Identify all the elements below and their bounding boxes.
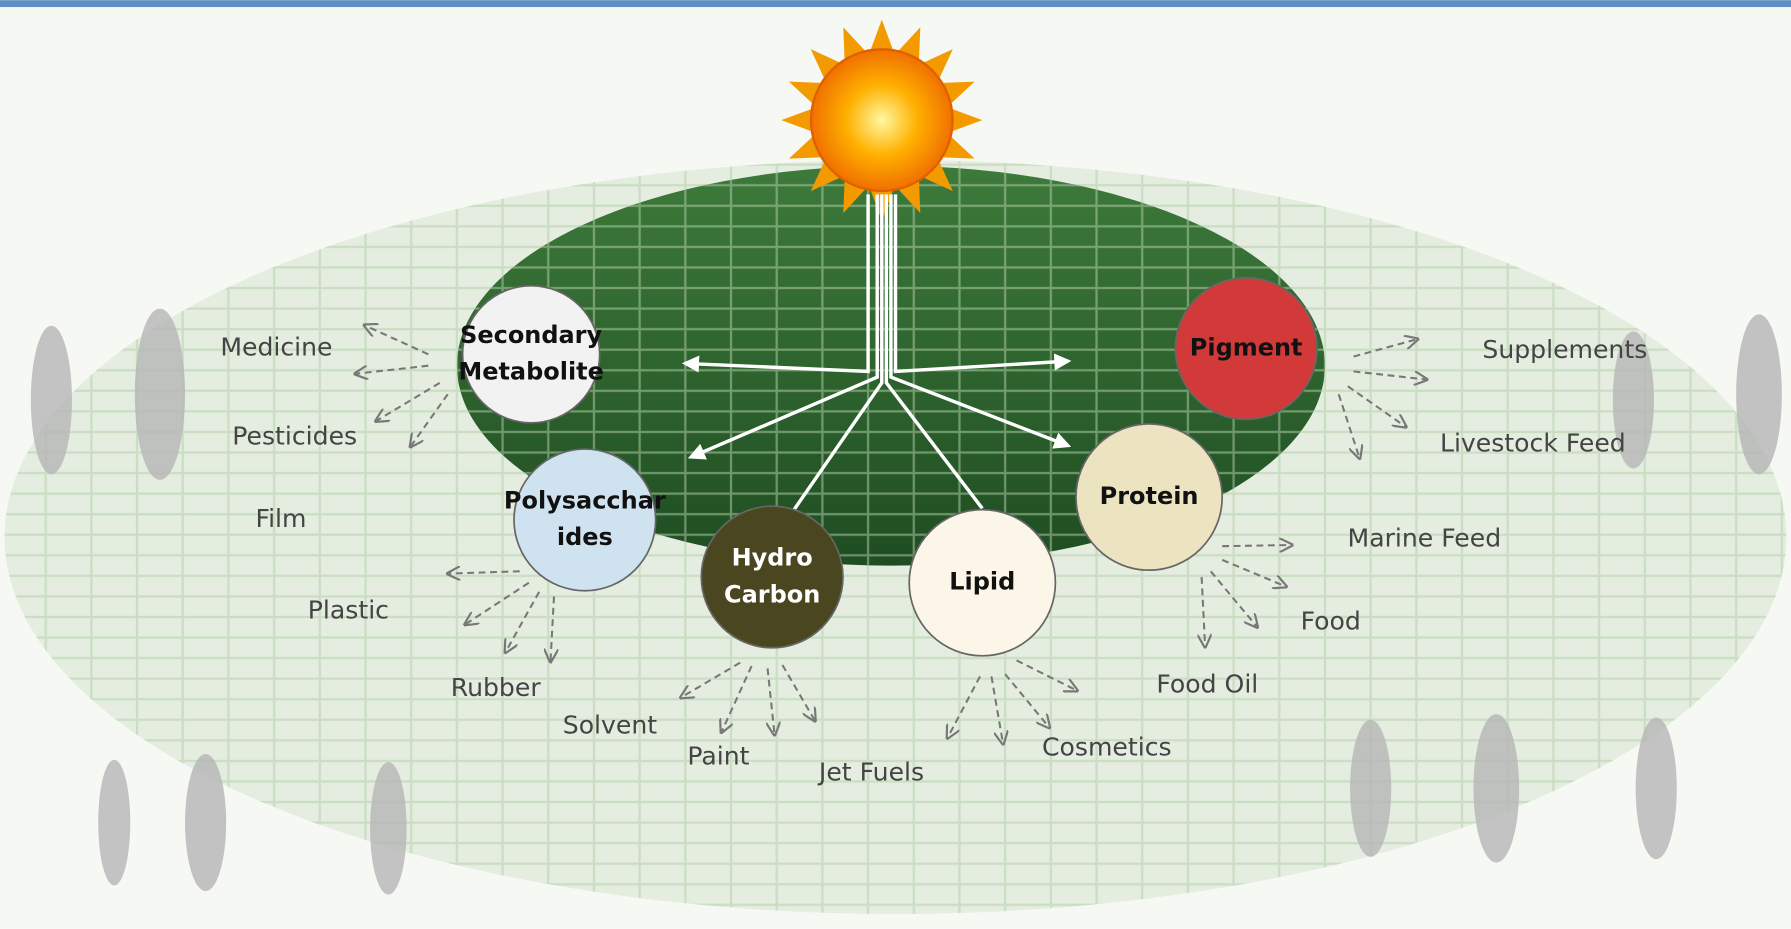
node: Lipid Cosmetics Food Oil: [908, 508, 1258, 761]
dashed-arrow: [366, 326, 429, 356]
product-label: Jet Fuels: [817, 757, 924, 786]
node-label: Carbon: [724, 580, 820, 608]
node-circle: [461, 284, 601, 424]
product-label: Livestock Feed: [1440, 429, 1626, 458]
node-circle: [908, 508, 1057, 657]
sun-ray: [810, 49, 846, 84]
dashed-arrow: [722, 665, 753, 731]
node-label: Protein: [1100, 482, 1199, 510]
silhouettes: [30, 308, 1782, 895]
product-label: Solvent: [563, 711, 657, 740]
product-label: Food: [1301, 607, 1361, 636]
node-circle: [700, 505, 844, 649]
sun-ray: [918, 49, 953, 84]
product-label: Rubber: [451, 673, 542, 702]
node: Protein Marine Feed Food: [1075, 423, 1502, 646]
node: Pigment Supplements Livestock Feed: [1174, 276, 1647, 458]
node-circle: [513, 448, 657, 592]
product-label: Plastic: [308, 595, 389, 624]
dashed-arrow: [449, 571, 520, 573]
product-label: Paint: [687, 741, 749, 770]
dashed-arrow: [1353, 370, 1426, 379]
dashed-arrow: [1209, 570, 1257, 626]
node: Polysacchar ides Film Plastic Rubber: [255, 448, 666, 702]
dashed-arrow: [1347, 385, 1405, 426]
sun: [809, 48, 954, 193]
sun-ray: [918, 156, 953, 192]
product-label: Supplements: [1482, 335, 1647, 364]
product-label: Food Oil: [1156, 670, 1258, 699]
dashed-arrow: [356, 364, 429, 374]
node-label: Lipid: [949, 568, 1015, 596]
node: Hydro Carbon Solvent Paint Jet Fuels: [563, 505, 924, 786]
node-label: Secondary: [460, 321, 602, 349]
top-bar: [0, 0, 1791, 8]
dashed-arrow: [377, 381, 441, 421]
dashed-arrow: [1202, 576, 1205, 646]
sun-ray: [810, 156, 846, 192]
node-label: Polysacchar: [504, 487, 666, 515]
sun-beams: [681, 194, 1072, 538]
product-label: Pesticides: [232, 422, 357, 451]
dashed-arrow: [466, 581, 530, 624]
node-circle: [1075, 423, 1224, 572]
product-label: Medicine: [220, 333, 332, 362]
sun-ray: [868, 19, 895, 56]
sun-ray: [946, 106, 983, 134]
dashed-arrow: [1222, 545, 1291, 546]
node-label: Metabolite: [458, 358, 604, 386]
node-circle: [1174, 276, 1318, 421]
node-label: ides: [557, 523, 613, 551]
node-label: Hydro: [732, 544, 813, 572]
node: Secondary Metabolite Medicine Pesticides: [220, 284, 604, 451]
node-label: Pigment: [1190, 334, 1303, 362]
product-label: Cosmetics: [1042, 732, 1172, 761]
product-label: Film: [255, 504, 306, 533]
product-label: Marine Feed: [1348, 523, 1502, 552]
sun-ray: [781, 106, 817, 134]
